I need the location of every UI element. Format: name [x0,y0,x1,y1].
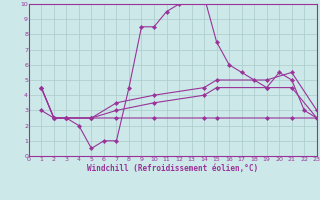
X-axis label: Windchill (Refroidissement éolien,°C): Windchill (Refroidissement éolien,°C) [87,164,258,173]
